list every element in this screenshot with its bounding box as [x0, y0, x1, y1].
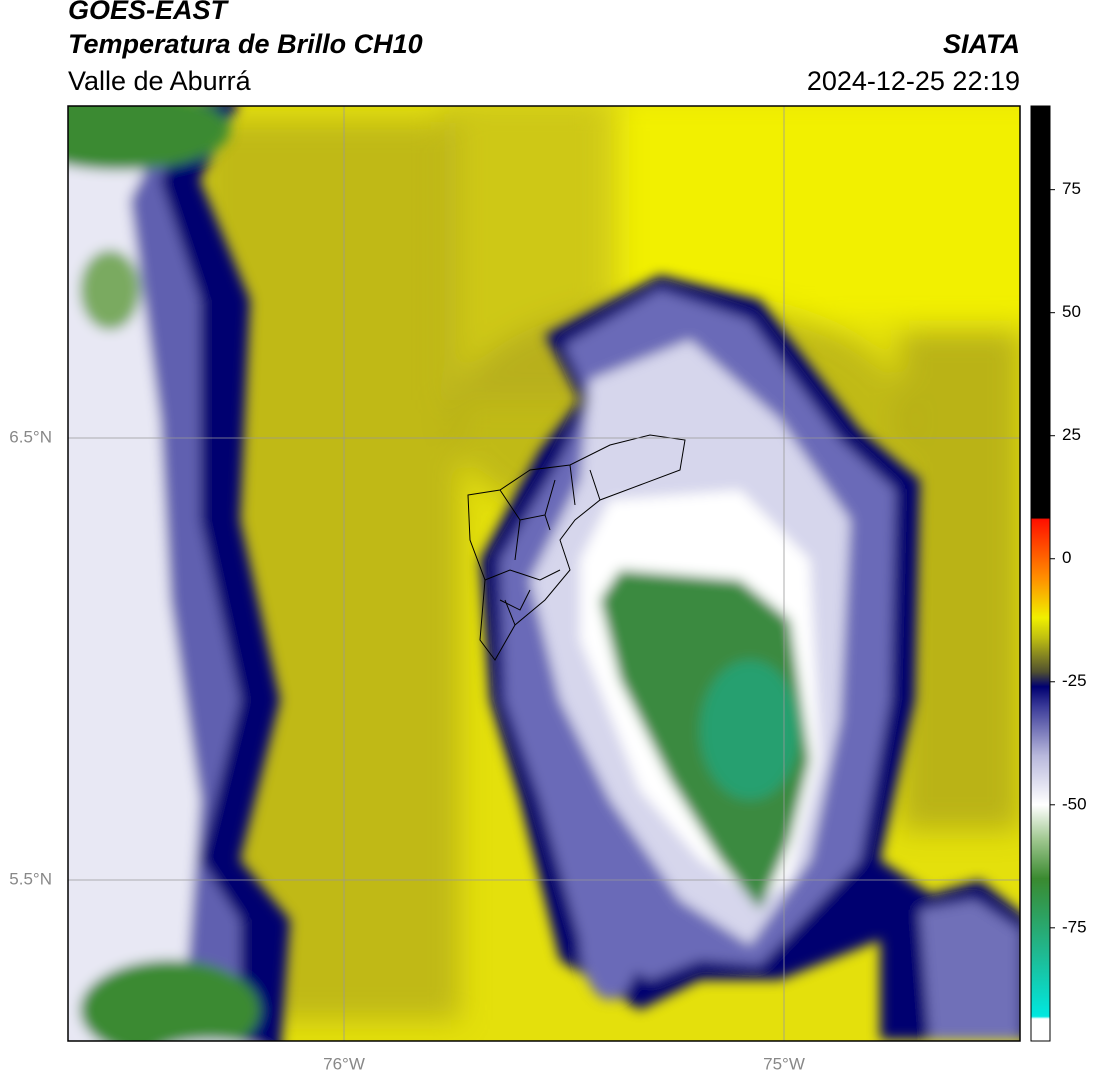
lat-label: 5.5°N [9, 869, 52, 888]
colorbar-tick-label: 50 [1062, 302, 1081, 321]
colorbar-tick-label: 0 [1062, 548, 1071, 567]
colorbar-tick-label: 25 [1062, 425, 1081, 444]
municipal-boundaries [467, 434, 686, 661]
source: SIATA [943, 29, 1020, 59]
datetime: 2024-12-25 22:19 [807, 66, 1020, 96]
colorbar-tick-label: 75 [1062, 179, 1081, 198]
subtitle: Temperatura de Brillo CH10 [68, 29, 423, 59]
lat-label: 6.5°N [9, 427, 52, 446]
colorbar-tick-label: -25 [1062, 671, 1087, 690]
graticule [68, 106, 1020, 1041]
colorbar-tick-label: -50 [1062, 794, 1087, 813]
region: Valle de Aburrá [68, 66, 252, 96]
lon-label: 75°W [763, 1054, 805, 1073]
lon-label: 76°W [323, 1054, 365, 1073]
map-field [68, 106, 1020, 1041]
colorbar [1030, 105, 1051, 1042]
colorbar-tick-label: -75 [1062, 917, 1087, 936]
map-frame [67, 105, 1021, 1042]
title: GOES-EAST [68, 0, 230, 25]
